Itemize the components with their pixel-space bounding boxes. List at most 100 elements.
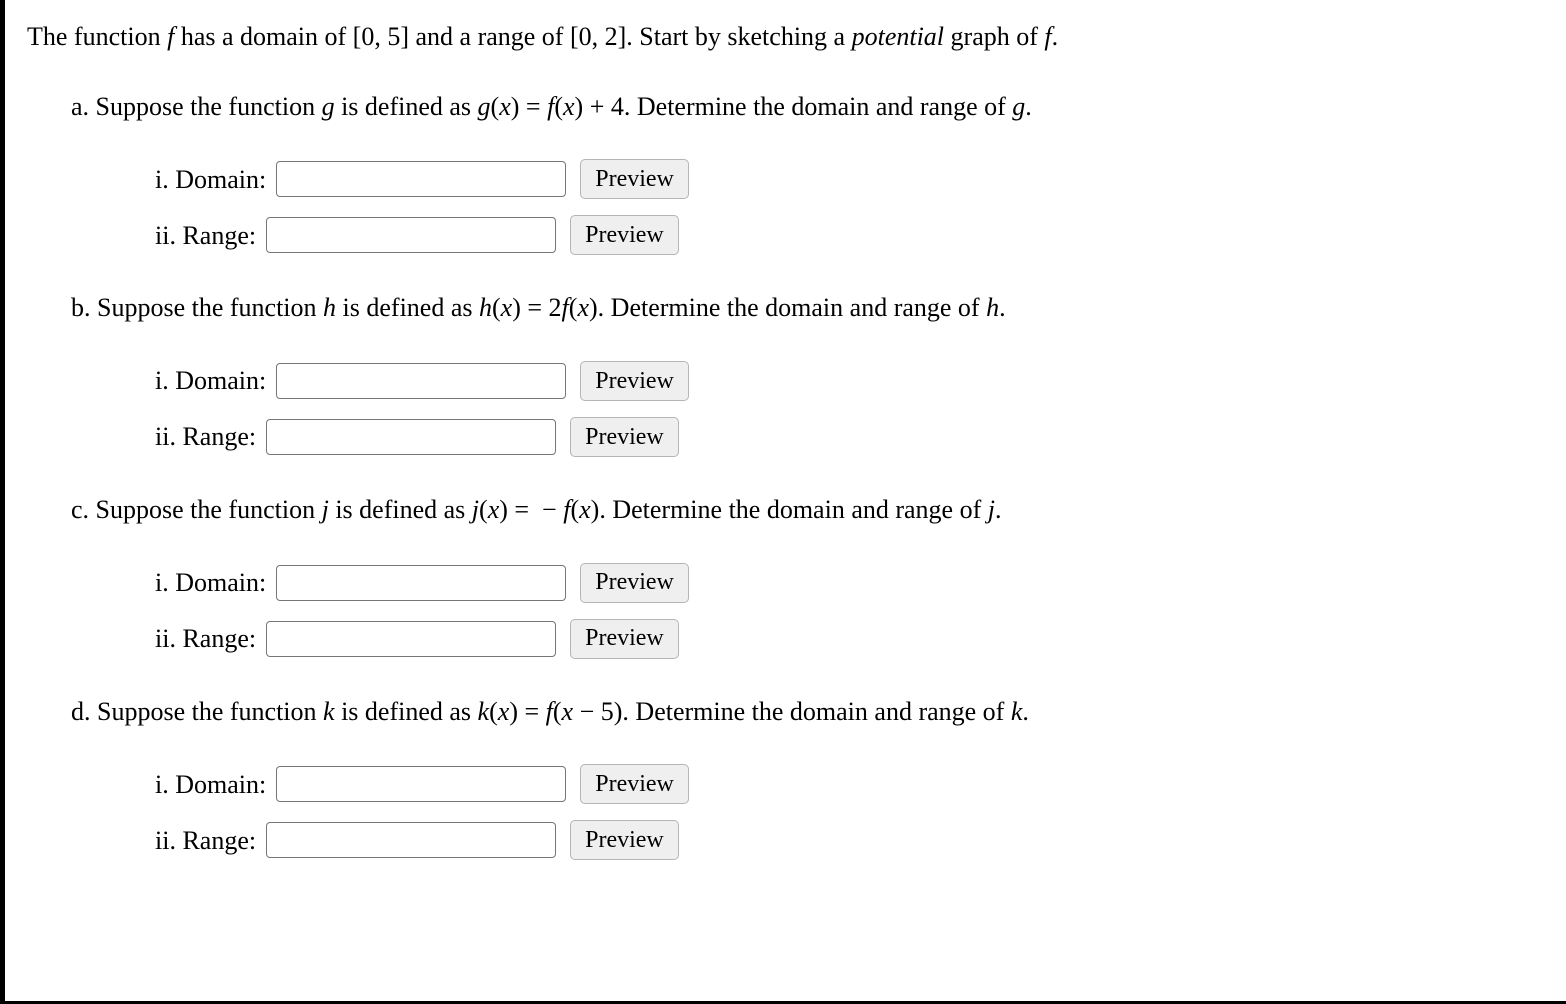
part-a-domain-row: i. Domain: Preview xyxy=(155,159,1544,199)
eq-var: x xyxy=(577,293,589,322)
part-b: b. Suppose the function h is defined as … xyxy=(71,289,1544,457)
eq-lhs-fn: j xyxy=(472,495,479,524)
range-label: Range: xyxy=(182,221,256,250)
preview-button[interactable]: Preview xyxy=(580,563,689,603)
domain-label: Domain: xyxy=(175,366,266,395)
eq-rhs-fn: f xyxy=(562,293,569,322)
part-d-domain-input[interactable] xyxy=(276,766,566,802)
part-fn: g xyxy=(322,92,335,121)
preview-button[interactable]: Preview xyxy=(570,820,679,860)
eq-lhs-fn: g xyxy=(478,92,491,121)
part-b-inputs: i. Domain: Preview ii. Range: Preview xyxy=(155,361,1544,457)
eq-rhs-fn: f xyxy=(546,697,553,726)
part-text: Suppose the function xyxy=(91,697,324,726)
domain-label: Domain: xyxy=(175,165,266,194)
part-text: Suppose the function xyxy=(89,495,322,524)
row-label: ii. Range: xyxy=(155,620,256,658)
eq-var: x xyxy=(498,697,510,726)
row-label: i. Domain: xyxy=(155,766,266,804)
part-text: is defined as xyxy=(329,495,472,524)
part-text: is defined as xyxy=(336,293,479,322)
row-label: i. Domain: xyxy=(155,564,266,602)
roman-i: i. xyxy=(155,165,169,194)
roman-i: i. xyxy=(155,568,169,597)
intro-text: . Start by sketching a xyxy=(626,22,851,51)
row-label: ii. Range: xyxy=(155,822,256,860)
eq-lhs-fn: h xyxy=(479,293,492,322)
part-text: . Determine the domain and range of xyxy=(624,92,1012,121)
part-letter: c. xyxy=(71,495,89,524)
question-container: The function f has a domain of [0, 5] an… xyxy=(0,0,1566,1004)
part-fn: k xyxy=(1011,697,1023,726)
intro-range: [0, 2] xyxy=(570,22,626,51)
roman-i: i. xyxy=(155,770,169,799)
preview-button[interactable]: Preview xyxy=(570,619,679,659)
eq-text: ) = − xyxy=(499,495,563,524)
part-b-domain-row: i. Domain: Preview xyxy=(155,361,1544,401)
preview-button[interactable]: Preview xyxy=(580,361,689,401)
domain-label: Domain: xyxy=(175,770,266,799)
intro-text: graph of xyxy=(944,22,1044,51)
eq-text: ( xyxy=(479,495,488,524)
part-d-inputs: i. Domain: Preview ii. Range: Preview xyxy=(155,764,1544,860)
part-a-range-input[interactable] xyxy=(266,217,556,253)
intro-domain: [0, 5] xyxy=(353,22,409,51)
domain-label: Domain: xyxy=(175,568,266,597)
part-c-domain-row: i. Domain: Preview xyxy=(155,563,1544,603)
part-fn: j xyxy=(988,495,995,524)
preview-button[interactable]: Preview xyxy=(570,417,679,457)
part-c-range-input[interactable] xyxy=(266,621,556,657)
question-intro: The function f has a domain of [0, 5] an… xyxy=(27,18,1544,56)
preview-button[interactable]: Preview xyxy=(580,159,689,199)
row-label: ii. Range: xyxy=(155,418,256,456)
part-text: . xyxy=(1025,92,1032,121)
preview-button[interactable]: Preview xyxy=(570,215,679,255)
intro-text: The function xyxy=(27,22,167,51)
eq-text: ) + 4 xyxy=(575,92,624,121)
part-text: . xyxy=(995,495,1002,524)
part-fn: h xyxy=(323,293,336,322)
intro-f: f xyxy=(1044,22,1051,51)
eq-text: ( xyxy=(554,92,563,121)
eq-text: ( xyxy=(570,495,579,524)
range-label: Range: xyxy=(182,422,256,451)
eq-text: ( xyxy=(491,92,500,121)
part-b-domain-input[interactable] xyxy=(276,363,566,399)
eq-text: ( xyxy=(489,697,498,726)
roman-ii: ii. xyxy=(155,221,176,250)
eq-var: x xyxy=(488,495,500,524)
part-text: Suppose the function xyxy=(91,293,324,322)
part-d: d. Suppose the function k is defined as … xyxy=(71,693,1544,861)
part-d-range-row: ii. Range: Preview xyxy=(155,820,1544,860)
part-b-range-input[interactable] xyxy=(266,419,556,455)
roman-ii: ii. xyxy=(155,826,176,855)
part-letter: d. xyxy=(71,697,91,726)
row-label: i. Domain: xyxy=(155,362,266,400)
preview-button[interactable]: Preview xyxy=(580,764,689,804)
eq-text: ) xyxy=(589,293,598,322)
part-fn: g xyxy=(1012,92,1025,121)
eq-text: − 5) xyxy=(573,697,622,726)
intro-text: and a range of xyxy=(409,22,570,51)
part-c-prompt: c. Suppose the function j is defined as … xyxy=(71,491,1544,529)
row-label: ii. Range: xyxy=(155,217,256,255)
intro-text: . xyxy=(1052,22,1059,51)
part-d-prompt: d. Suppose the function k is defined as … xyxy=(71,693,1544,731)
part-d-range-input[interactable] xyxy=(266,822,556,858)
part-b-range-row: ii. Range: Preview xyxy=(155,417,1544,457)
roman-ii: ii. xyxy=(155,422,176,451)
eq-var: x xyxy=(579,495,591,524)
part-fn: k xyxy=(323,697,335,726)
roman-i: i. xyxy=(155,366,169,395)
eq-text: ( xyxy=(553,697,562,726)
part-c-domain-input[interactable] xyxy=(276,565,566,601)
eq-text: ( xyxy=(492,293,501,322)
part-a-domain-input[interactable] xyxy=(276,161,566,197)
part-fn: j xyxy=(322,495,329,524)
eq-text: ) = 2 xyxy=(512,293,561,322)
eq-var: x xyxy=(499,92,511,121)
part-c: c. Suppose the function j is defined as … xyxy=(71,491,1544,659)
part-a-prompt: a. Suppose the function g is defined as … xyxy=(71,88,1544,126)
part-a-range-row: ii. Range: Preview xyxy=(155,215,1544,255)
part-c-range-row: ii. Range: Preview xyxy=(155,619,1544,659)
